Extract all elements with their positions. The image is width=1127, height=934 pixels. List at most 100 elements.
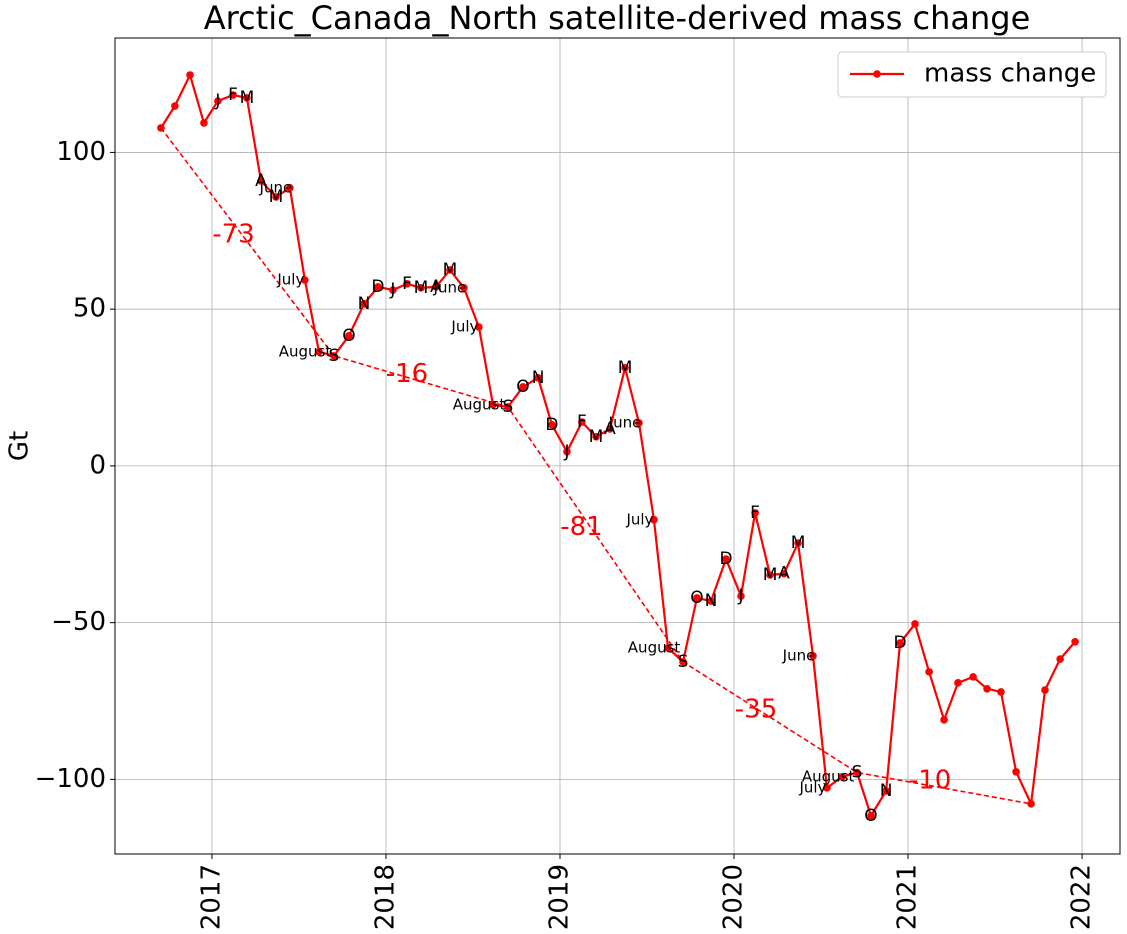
point-label: F	[577, 412, 587, 432]
x-tick-label: 2018	[370, 864, 400, 930]
y-tick-label: 0	[89, 450, 106, 480]
point-label: D	[719, 549, 732, 569]
point-label: N	[532, 368, 545, 388]
point-label: M	[589, 427, 604, 447]
plot-frame	[114, 37, 1121, 855]
legend-label: mass change	[924, 59, 1096, 89]
point	[867, 811, 875, 820]
point	[417, 284, 425, 292]
point	[563, 447, 571, 456]
point	[766, 571, 774, 579]
series-line	[160, 71, 1076, 819]
point	[243, 94, 251, 102]
y-tick-label: −50	[51, 607, 106, 637]
point	[330, 352, 338, 360]
point	[360, 300, 368, 308]
point-label: M	[791, 533, 806, 553]
point-label: J	[737, 586, 743, 606]
point-label: A	[255, 171, 267, 191]
point-label: August	[628, 639, 681, 657]
point-label: J	[563, 442, 569, 462]
point	[911, 620, 919, 628]
point-label: N	[705, 591, 718, 611]
point-label: M	[414, 278, 429, 298]
point	[186, 71, 194, 79]
point-label: D	[371, 277, 384, 297]
point	[693, 594, 701, 602]
point	[1012, 768, 1020, 776]
point-label: A	[604, 419, 616, 439]
y-tick-label: 50	[73, 294, 106, 324]
point	[780, 569, 788, 578]
point-label: August	[453, 395, 506, 413]
point	[969, 673, 977, 681]
point	[286, 184, 294, 192]
point	[650, 516, 658, 524]
point	[1071, 637, 1079, 646]
x-tick-label: 2022	[1067, 864, 1097, 930]
point	[446, 266, 454, 274]
point	[997, 688, 1005, 696]
point	[809, 652, 817, 660]
point	[592, 432, 600, 441]
point	[1027, 800, 1035, 808]
point	[272, 193, 280, 201]
point	[171, 102, 179, 110]
point	[257, 177, 265, 185]
legend-marker	[873, 70, 881, 78]
point	[853, 768, 861, 777]
point	[707, 597, 715, 605]
trend-label: -81	[560, 512, 602, 542]
point-label: S	[503, 397, 514, 417]
point-label: J	[214, 91, 220, 111]
point-label: S	[329, 346, 340, 366]
point	[519, 383, 527, 391]
point-label: A	[778, 564, 790, 584]
point	[200, 119, 208, 127]
point	[489, 400, 497, 409]
point-label: July	[798, 778, 826, 796]
point-label: August	[279, 342, 332, 360]
point	[432, 283, 440, 291]
point-label: D	[545, 415, 558, 435]
point	[722, 555, 730, 563]
point	[578, 418, 586, 426]
point	[157, 124, 165, 132]
point	[1041, 686, 1049, 694]
point	[954, 679, 962, 687]
point	[882, 787, 890, 795]
point	[925, 668, 933, 676]
point-label: O	[342, 326, 355, 346]
point	[737, 592, 745, 600]
point-label: M	[240, 88, 255, 108]
point	[475, 323, 483, 331]
y-axis-label: Gt	[5, 431, 35, 461]
trend-label: -73	[212, 219, 254, 249]
point	[315, 347, 323, 356]
point-label: N	[880, 781, 893, 801]
point-label: M	[443, 260, 458, 280]
point	[534, 374, 542, 382]
point-label: O	[864, 806, 877, 826]
x-tick-label: 2017	[196, 864, 226, 930]
point-label: O	[690, 588, 703, 608]
point	[214, 97, 222, 105]
point	[460, 284, 468, 292]
point-label: June	[608, 413, 642, 431]
point-label: J	[389, 280, 395, 300]
point-label: June	[259, 178, 293, 196]
point	[504, 403, 512, 411]
point-label: N	[358, 294, 371, 314]
point-label: July	[276, 271, 304, 289]
point-label: S	[678, 652, 689, 672]
y-tick-label: 100	[56, 137, 106, 167]
point	[823, 784, 831, 792]
x-tick-label: 2019	[544, 864, 574, 930]
point	[635, 419, 643, 427]
point-label: D	[893, 633, 906, 653]
point-label: O	[516, 377, 529, 397]
point-label: June	[433, 278, 467, 296]
trend-label: -16	[386, 359, 428, 389]
